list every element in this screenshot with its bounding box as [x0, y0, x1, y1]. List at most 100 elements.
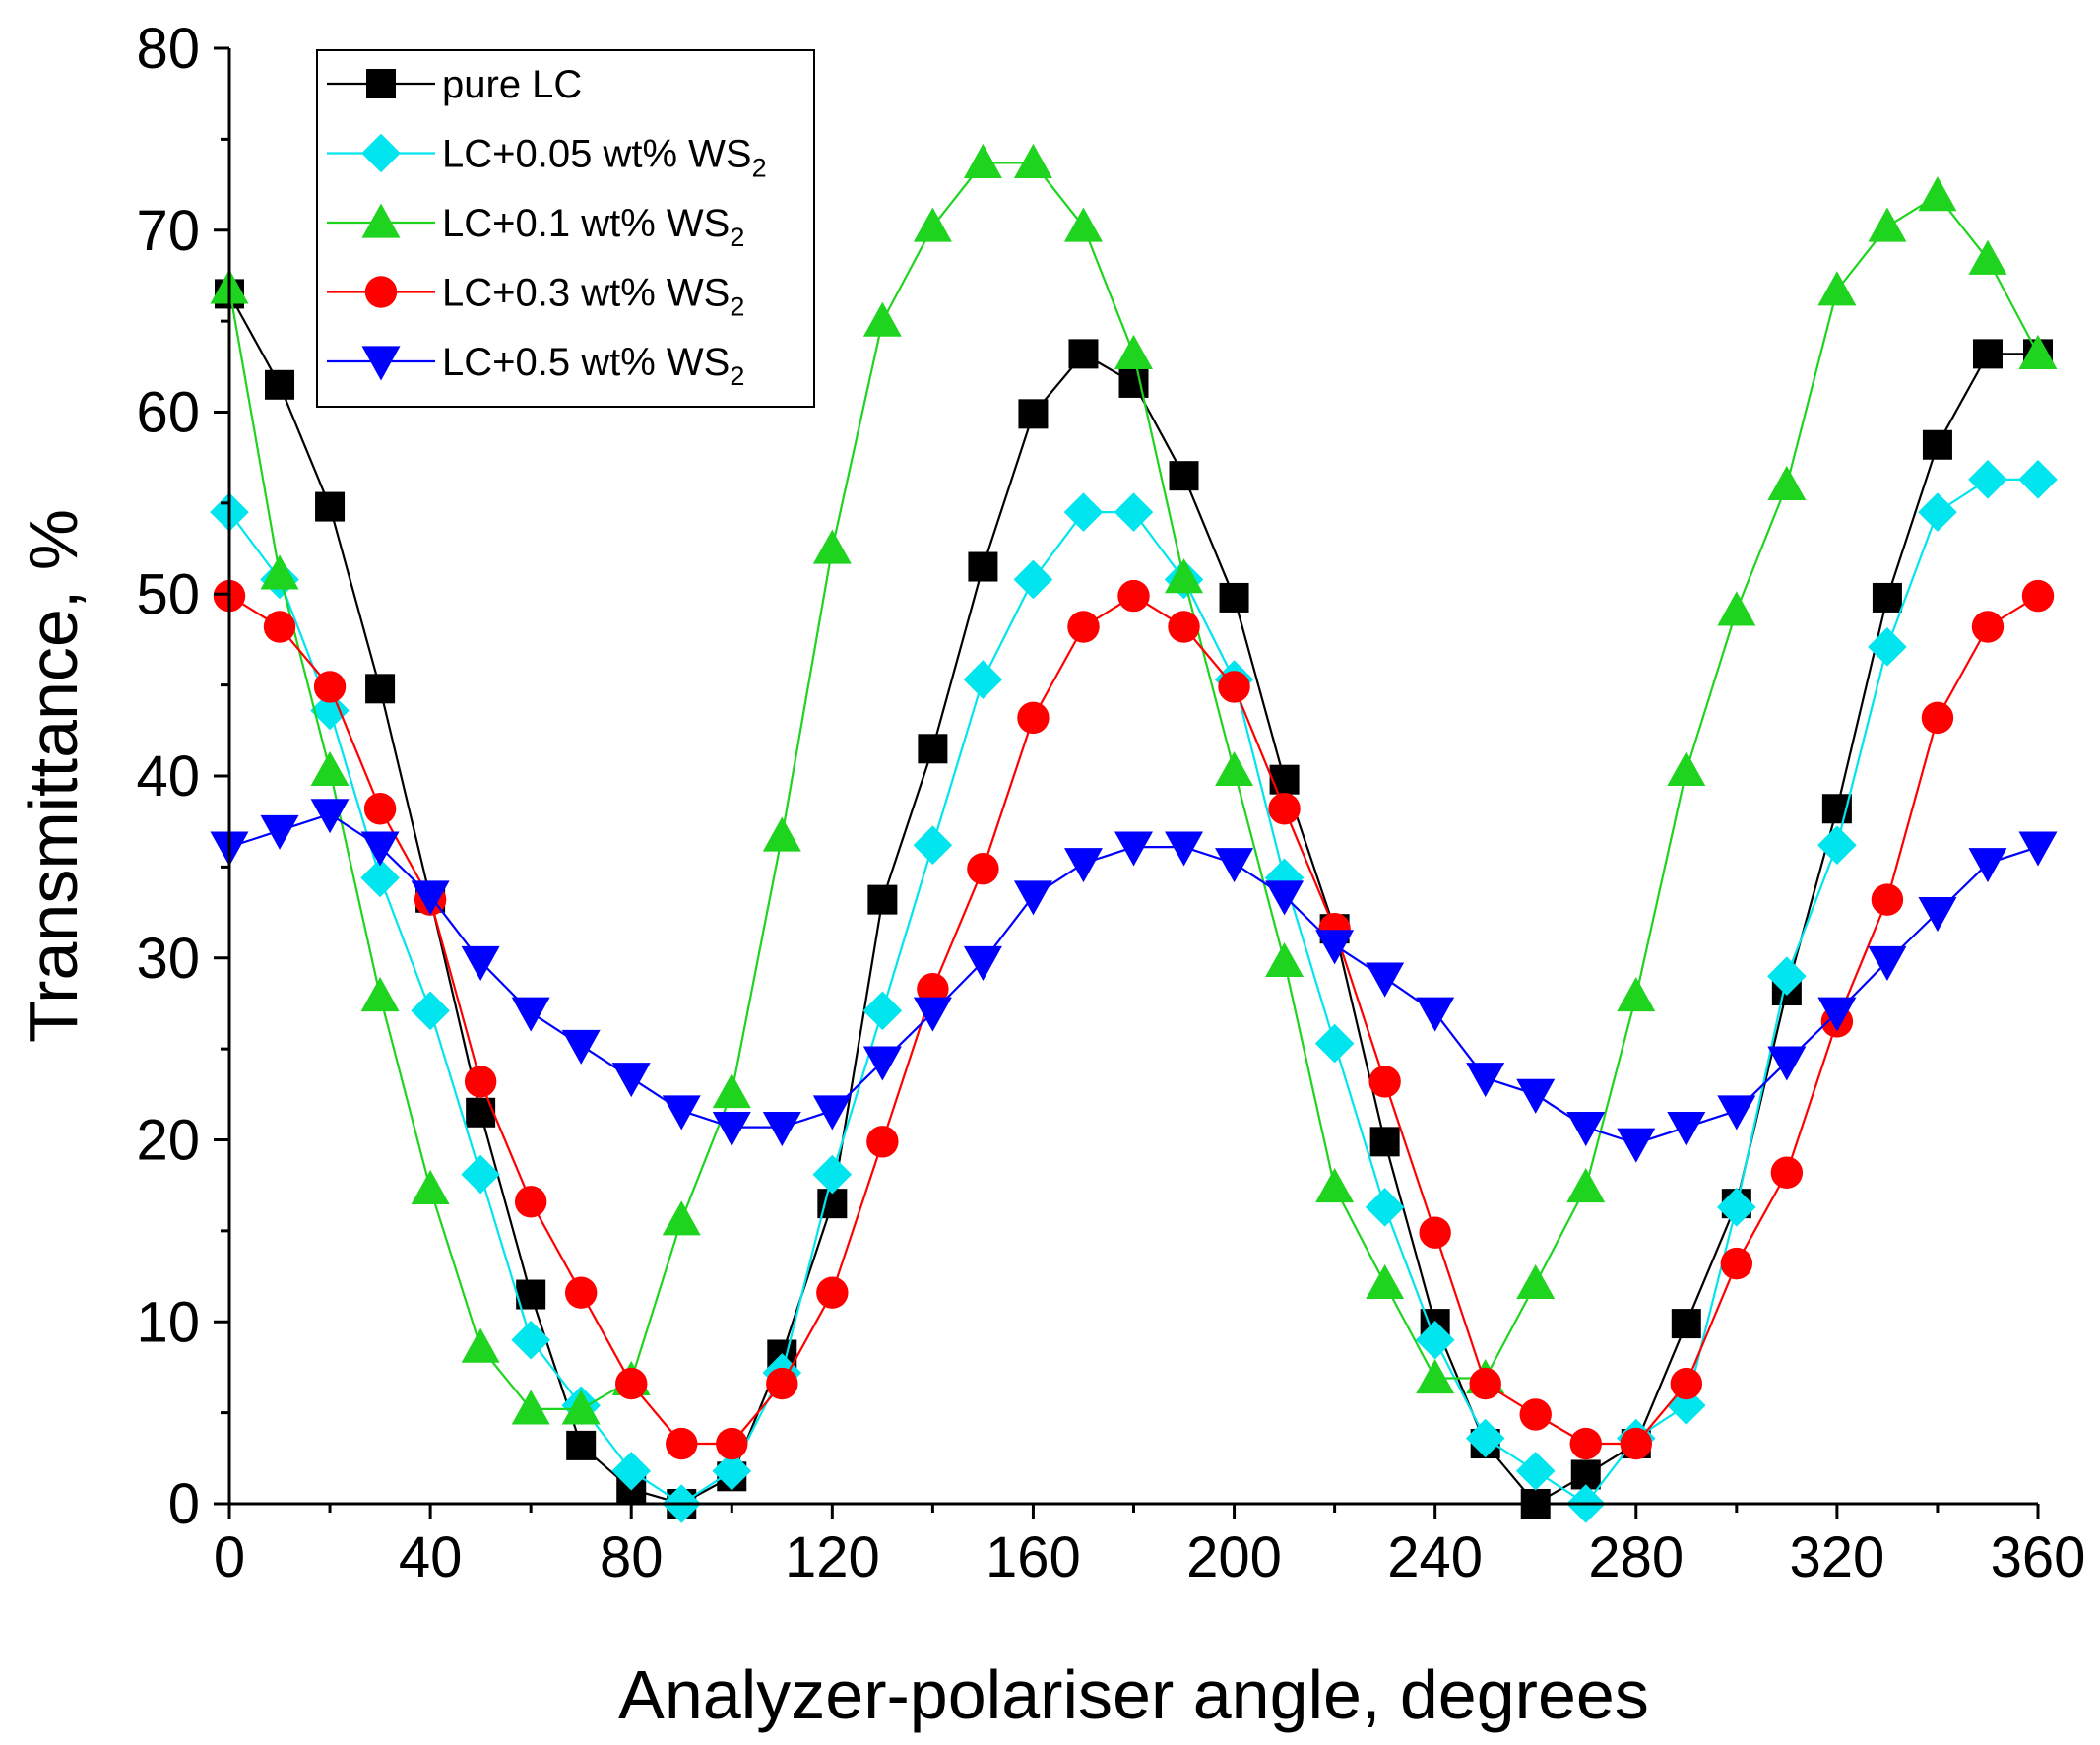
- data-point: [564, 1276, 598, 1309]
- data-point: [716, 1427, 748, 1460]
- data-point: [1972, 339, 2003, 369]
- data-point: [1063, 492, 1104, 532]
- legend-marker: [361, 133, 401, 173]
- data-point: [561, 1390, 601, 1425]
- data-point: [913, 207, 952, 242]
- legend-item-3: LC+0.1 wt% WS2: [327, 202, 744, 252]
- data-point: [1968, 460, 2007, 499]
- data-point: [1315, 1168, 1355, 1203]
- data-point: [1868, 945, 1907, 981]
- x-tick-label: 160: [986, 1525, 1081, 1589]
- data-point: [310, 750, 350, 787]
- data-point: [1465, 1418, 1505, 1458]
- data-point: [1268, 793, 1301, 825]
- x-tick-label: 120: [785, 1525, 880, 1589]
- data-point: [1314, 1023, 1355, 1064]
- data-point: [260, 814, 299, 850]
- data-point: [812, 1154, 853, 1195]
- data-point: [464, 1066, 497, 1098]
- data-point: [1013, 143, 1052, 178]
- data-point: [766, 1367, 798, 1400]
- x-tick-label: 80: [600, 1525, 664, 1589]
- data-point: [1817, 825, 1857, 866]
- y-tick-label: 30: [136, 927, 200, 991]
- data-point: [1617, 1128, 1656, 1163]
- data-point: [360, 858, 400, 898]
- data-point: [2021, 579, 2055, 613]
- data-point: [1215, 848, 1254, 883]
- y-tick-label: 40: [136, 744, 200, 808]
- data-point: [365, 674, 396, 704]
- data-point: [1017, 701, 1050, 735]
- data-point: [2018, 334, 2058, 369]
- legend-label: LC+0.1 wt% WS2: [442, 202, 744, 252]
- data-point: [1767, 1046, 1807, 1081]
- data-point: [461, 945, 500, 981]
- data-point: [615, 1367, 648, 1400]
- data-point: [918, 734, 948, 764]
- legend-box: [316, 49, 815, 408]
- data-point: [1566, 1168, 1606, 1203]
- series-5: [210, 799, 2058, 1163]
- data-point: [315, 491, 346, 522]
- series-layer: [210, 143, 2058, 1523]
- data-point: [1872, 582, 1902, 613]
- data-point: [712, 1451, 752, 1491]
- legend: pure LC LC+0.05 wt% WS2 LC+0.1 wt% WS2 LC+0…: [316, 49, 815, 408]
- y-tick-label: 70: [136, 199, 200, 263]
- data-point: [1918, 176, 1957, 212]
- y-axis-title: Transmittance, %: [15, 509, 92, 1043]
- data-point: [1922, 429, 1952, 460]
- axes-layer: 0 40 80 120 160 200 240 280 320 360 0 10 20 30 40 50 60 7…: [136, 17, 2085, 1589]
- data-point: [963, 660, 1003, 699]
- data-point: [511, 997, 550, 1032]
- data-point: [1921, 701, 1954, 735]
- data-point: [1516, 1263, 1556, 1300]
- data-point: [967, 853, 999, 885]
- data-point: [1968, 848, 2007, 883]
- data-point: [1265, 941, 1305, 978]
- data-point: [461, 1327, 500, 1363]
- y-tick-label: 20: [136, 1109, 200, 1173]
- x-tick-label: 40: [399, 1525, 463, 1589]
- data-point: [1165, 558, 1204, 594]
- data-point: [363, 793, 397, 825]
- data-point: [913, 825, 953, 866]
- data-point: [1620, 1427, 1652, 1460]
- legend-label: pure LC: [442, 63, 582, 106]
- x-tick-label: 280: [1588, 1525, 1684, 1589]
- y-tick-label: 50: [136, 562, 200, 626]
- data-point: [265, 369, 295, 400]
- data-point: [1671, 1309, 1701, 1339]
- data-point: [1366, 962, 1405, 998]
- data-point: [1466, 1063, 1505, 1098]
- data-point: [411, 991, 450, 1031]
- data-point: [1013, 559, 1053, 600]
- data-point: [1416, 1359, 1455, 1394]
- data-point: [1968, 239, 2007, 275]
- data-point: [812, 1095, 852, 1131]
- data-point: [1118, 367, 1149, 398]
- data-point: [866, 1126, 899, 1158]
- data-point: [566, 1430, 597, 1460]
- data-point: [1068, 339, 1099, 369]
- data-point: [1269, 764, 1300, 795]
- data-point: [1971, 611, 2005, 643]
- data-point: [1918, 896, 1957, 933]
- legend-item-4: LC+0.3 wt% WS2: [327, 272, 744, 322]
- data-point: [1516, 1078, 1556, 1114]
- x-tick-label: 320: [1789, 1525, 1884, 1589]
- legend-item-1: pure LC: [327, 63, 582, 106]
- legend-item-5: LC+0.5 wt% WS2: [327, 341, 744, 391]
- legend-marker: [364, 276, 398, 308]
- data-point: [2018, 831, 2058, 867]
- data-point: [1018, 399, 1049, 429]
- data-point: [917, 972, 949, 1005]
- data-point: [812, 529, 852, 564]
- data-point: [963, 143, 1002, 178]
- data-point: [1063, 848, 1103, 883]
- data-point: [1117, 579, 1150, 613]
- data-point: [666, 1427, 698, 1460]
- data-point: [1717, 1188, 1756, 1227]
- legend-label: LC+0.05 wt% WS2: [442, 133, 767, 183]
